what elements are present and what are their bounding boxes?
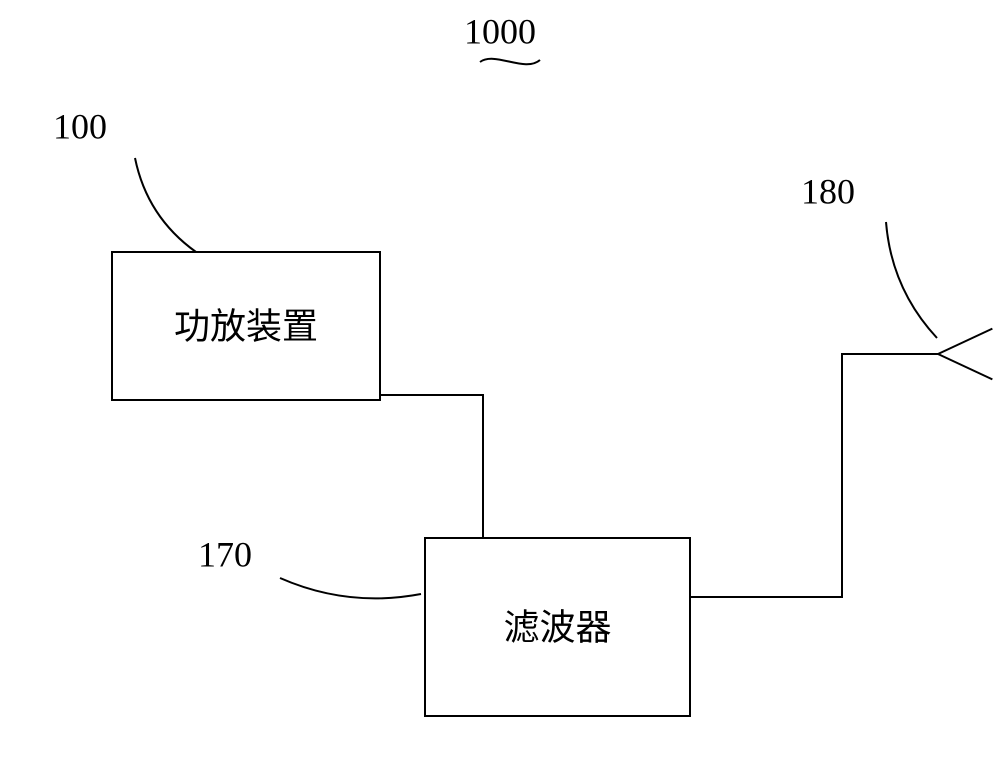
figure-ref-label: 1000: [464, 11, 536, 51]
antenna-arm-upper: [938, 329, 992, 354]
antenna-ref-label: 180: [801, 171, 855, 211]
amp-label: 功放装置: [174, 306, 318, 346]
amp-leader: [135, 158, 196, 252]
antenna-arm-lower: [938, 354, 992, 379]
edge-amp-filter: [380, 395, 483, 538]
block-diagram: 1000 功放装置 100 滤波器 170 180: [0, 0, 1000, 771]
edge-filter-antenna: [690, 354, 938, 597]
filter-ref-label: 170: [198, 534, 252, 574]
amp-ref-label: 100: [53, 106, 107, 146]
tilde-mark: [480, 59, 540, 64]
antenna-leader: [886, 222, 937, 338]
filter-label: 滤波器: [503, 607, 611, 647]
filter-leader: [280, 578, 421, 598]
